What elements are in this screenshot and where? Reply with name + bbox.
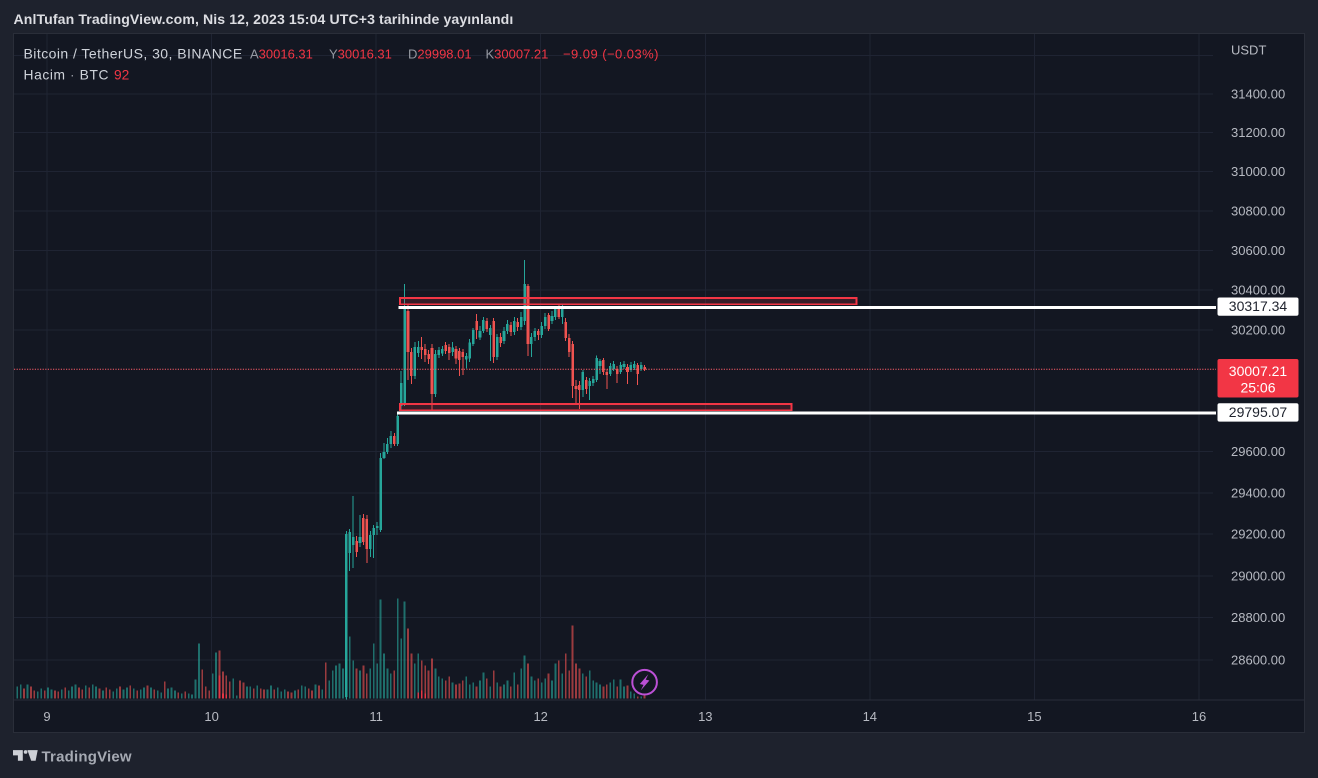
svg-text:30800.00: 30800.00 — [1231, 203, 1285, 218]
svg-text:13: 13 — [698, 709, 712, 724]
svg-text:30007.21: 30007.21 — [1229, 363, 1288, 379]
svg-text:15: 15 — [1027, 709, 1041, 724]
svg-text:30600.00: 30600.00 — [1231, 243, 1285, 258]
svg-text:29400.00: 29400.00 — [1231, 485, 1285, 500]
svg-text:K30007.21: K30007.21 — [486, 47, 549, 62]
svg-text:29200.00: 29200.00 — [1231, 527, 1285, 542]
svg-text:14: 14 — [863, 709, 877, 724]
svg-text:29000.00: 29000.00 — [1231, 568, 1285, 583]
svg-text:28600.00: 28600.00 — [1231, 652, 1285, 667]
svg-text:29795.07: 29795.07 — [1229, 404, 1288, 420]
svg-text:25:06: 25:06 — [1240, 379, 1275, 395]
svg-text:USDT: USDT — [1231, 43, 1266, 58]
svg-text:Y30016.31: Y30016.31 — [329, 47, 392, 62]
svg-text:92: 92 — [114, 68, 129, 83]
svg-text:11: 11 — [369, 709, 383, 724]
svg-text:30200.00: 30200.00 — [1231, 323, 1285, 338]
svg-text:12: 12 — [533, 709, 547, 724]
svg-text:Bitcoin / TetherUS, 30, BINANC: Bitcoin / TetherUS, 30, BINANCE — [24, 46, 243, 62]
svg-text:Hacim · BTC: Hacim · BTC — [24, 68, 110, 83]
svg-text:AnlTufan TradingView.com, Nis: AnlTufan TradingView.com, Nis 12, 2023 1… — [14, 11, 514, 27]
svg-text:16: 16 — [1192, 709, 1206, 724]
svg-text:9: 9 — [43, 709, 50, 724]
svg-text:31000.00: 31000.00 — [1231, 164, 1285, 179]
svg-text:31400.00: 31400.00 — [1231, 87, 1285, 102]
svg-text:29600.00: 29600.00 — [1231, 444, 1285, 459]
svg-text:10: 10 — [204, 709, 218, 724]
svg-text:28800.00: 28800.00 — [1231, 610, 1285, 625]
svg-text:−9.09 (−0.03%): −9.09 (−0.03%) — [563, 47, 659, 62]
svg-text:A30016.31: A30016.31 — [250, 47, 313, 62]
svg-text:30400.00: 30400.00 — [1231, 283, 1285, 298]
svg-text:D29998.01: D29998.01 — [408, 47, 472, 62]
svg-text:31200.00: 31200.00 — [1231, 125, 1285, 140]
svg-text:TradingView: TradingView — [42, 748, 132, 765]
svg-text:30317.34: 30317.34 — [1229, 298, 1288, 314]
